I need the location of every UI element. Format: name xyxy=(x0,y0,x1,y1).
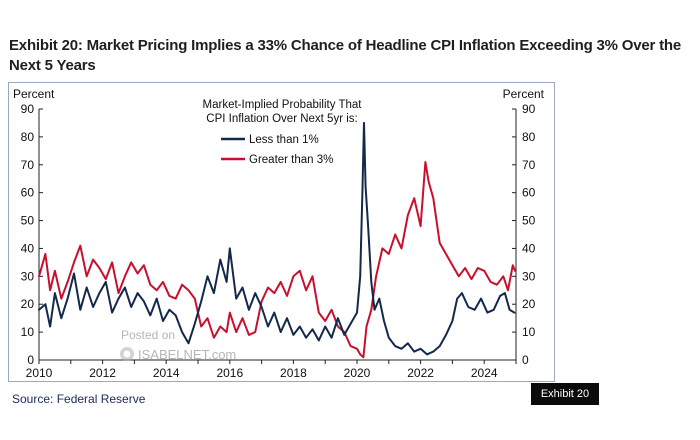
y-tick-label-left: 70 xyxy=(21,158,35,172)
y-tick-label-right: 50 xyxy=(522,214,536,228)
legend-label-less-than-1: Less than 1% xyxy=(249,134,319,146)
y-tick-label-right: 0 xyxy=(522,353,529,367)
y-tick-label-left: 60 xyxy=(21,186,35,200)
y-tick-label-right: 10 xyxy=(522,325,536,339)
exhibit-badge: Exhibit 20 xyxy=(531,383,599,405)
y-tick-label-left: 0 xyxy=(27,353,34,367)
y-tick-label-right: 90 xyxy=(522,102,536,116)
watermark-line1: Posted on xyxy=(121,328,175,342)
x-tick-label: 2022 xyxy=(407,366,434,380)
x-tick-label: 2020 xyxy=(344,366,371,380)
y-tick-label-left: 40 xyxy=(21,241,35,255)
y-tick-label-right: 60 xyxy=(522,186,536,200)
watermark: Posted on ISABELNET.com xyxy=(120,328,236,362)
x-tick-label: 2010 xyxy=(26,366,53,380)
legend-title-line2: CPI Inflation Over Next 5yr is: xyxy=(206,113,357,125)
watermark-line2: ISABELNET.com xyxy=(138,347,236,362)
y-tick-label-left: 50 xyxy=(21,214,35,228)
series-layer xyxy=(38,121,516,359)
source-note: Source: Federal Reserve xyxy=(12,392,146,406)
series-line-less-than-1 xyxy=(38,121,516,356)
y-tick-label-left: 90 xyxy=(21,102,35,116)
y-axis-left-label: Percent xyxy=(13,87,55,101)
x-tick-label: 2016 xyxy=(216,366,243,380)
x-tick-label: 2014 xyxy=(153,366,180,380)
y-tick-label-right: 20 xyxy=(522,297,536,311)
series-line-greater-than-3 xyxy=(38,161,516,359)
legend-title-line1: Market-Implied Probability That xyxy=(203,99,363,111)
y-tick-label-right: 30 xyxy=(522,269,536,283)
y-tick-label-left: 30 xyxy=(21,269,35,283)
y-tick-label-left: 20 xyxy=(21,297,35,311)
x-tick-label: 2018 xyxy=(280,366,307,380)
y-tick-label-right: 80 xyxy=(522,130,536,144)
chart-title: Exhibit 20: Market Pricing Implies a 33%… xyxy=(9,37,682,74)
x-tick-label: 2024 xyxy=(471,366,498,380)
x-tick-label: 2012 xyxy=(89,366,116,380)
watermark-logo-icon xyxy=(120,347,134,361)
y-tick-label-right: 40 xyxy=(522,241,536,255)
y-tick-label-right: 70 xyxy=(522,158,536,172)
y-tick-label-left: 80 xyxy=(21,130,35,144)
y-axis-right-label: Percent xyxy=(503,87,545,101)
chart-frame: 0 0 10 10 20 20 30 30 40 40 50 50 60 60 70 70 80 80 90 90 20… xyxy=(8,82,555,382)
legend-label-greater-than-3: Greater than 3% xyxy=(249,154,333,166)
y-tick-label-left: 10 xyxy=(21,325,35,339)
